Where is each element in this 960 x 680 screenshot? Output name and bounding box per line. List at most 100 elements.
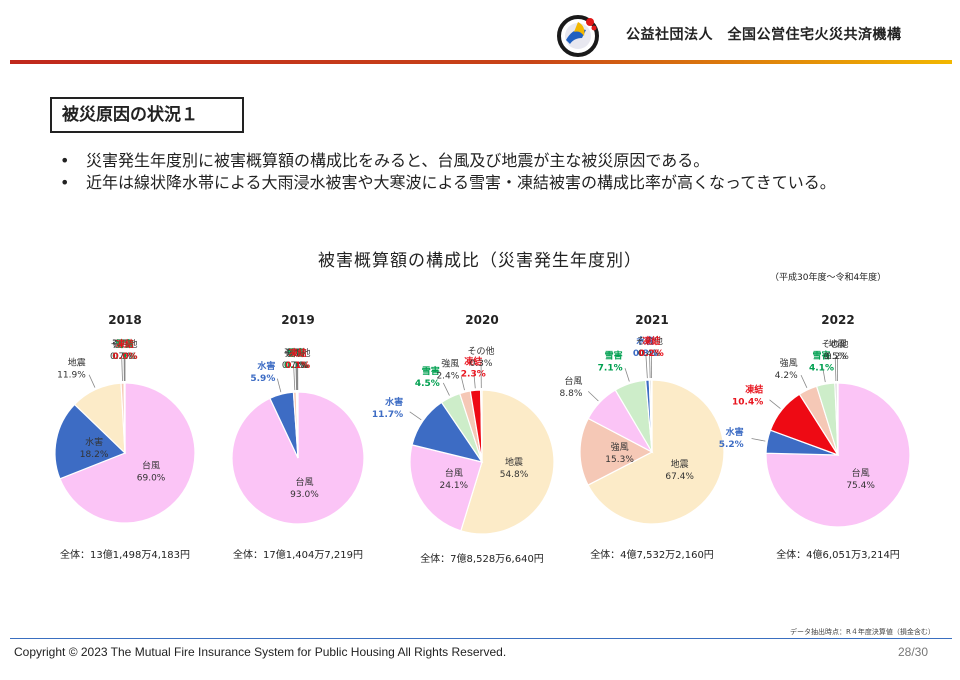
- slice-value-label: 4.5%: [415, 379, 440, 389]
- slide-title: 被災原因の状況１: [50, 97, 244, 133]
- slice-value-label: 0.1%: [284, 361, 307, 371]
- pie-slice: [836, 382, 839, 456]
- pie-slice: [54, 403, 127, 480]
- pie-slice: [650, 379, 653, 453]
- leader-line: [587, 391, 599, 402]
- pie-title: 2018: [108, 313, 141, 327]
- leader-line: [751, 438, 766, 442]
- slice-category-label: 水害: [257, 360, 275, 372]
- slice-category-label: 水害: [726, 426, 744, 438]
- slice-value-label: 8.8%: [560, 389, 583, 399]
- slice-category-label: 水害: [85, 436, 103, 448]
- pie-slice: [480, 389, 483, 463]
- pie-slice: [765, 382, 911, 528]
- slice-value-label: 54.8%: [500, 470, 529, 480]
- footer-rule: [10, 638, 952, 639]
- pie-total-label: 全体：4億7,532万2,160円: [590, 548, 714, 561]
- pie-chart-2019: 2019台風93.0%水害5.9%強風0.7%地震0.1%雪害0.1%その他0.…: [231, 313, 365, 561]
- pie-total-label: 全体：13億1,498万4,183円: [60, 548, 190, 561]
- slice-category-label: その他: [111, 338, 138, 350]
- slice-category-label: 水害: [385, 396, 403, 408]
- slice-value-label: 11.7%: [372, 410, 403, 420]
- pie-title: 2020: [465, 313, 498, 327]
- slice-value-label: 11.9%: [57, 371, 86, 381]
- slice-category-label: 強風: [441, 358, 459, 370]
- slice-value-label: 93.0%: [290, 490, 319, 500]
- leader-line: [460, 376, 465, 391]
- slice-category-label: 強風: [611, 441, 629, 453]
- pie-chart-2020: 2020 地震 54.8% 台風 24.1% 水害 11.7% 雪害 4.5%強風 2.4% 凍結 2…: [372, 313, 555, 565]
- pie-slice: [587, 379, 725, 525]
- pie-chart-2021: 2021 地震 67.4% 強風 15.3% 台風 8.8% 雪害 7.1% 水害 0.8% その他 0…: [560, 313, 725, 561]
- slice-category-label: 台風: [295, 476, 313, 488]
- bullet-mark: •: [60, 173, 70, 192]
- slice-category-label: その他: [821, 338, 848, 350]
- slice-value-label: 2.3%: [461, 369, 486, 379]
- leader-line: [834, 357, 837, 382]
- slice-value-label: 5.2%: [719, 440, 744, 450]
- pie-total-label: 全体：4億6,051万3,214円: [776, 548, 900, 561]
- leader-line: [293, 366, 296, 391]
- slice-category-label: 凍結: [642, 335, 660, 347]
- pie-title: 2021: [635, 313, 668, 327]
- slice-value-label: 15.3%: [605, 455, 634, 465]
- slice-value-label: 0.2%: [826, 352, 849, 362]
- leader-line: [800, 374, 808, 389]
- slice-value-label: 24.1%: [440, 481, 469, 491]
- leader-line: [88, 374, 96, 388]
- slice-category-label: その他: [636, 335, 663, 347]
- slice-value-label: 0.3%: [470, 359, 493, 369]
- slice-value-label: 0.1%: [113, 352, 136, 362]
- slice-category-label: その他: [467, 345, 494, 357]
- leader-line: [442, 382, 450, 396]
- pie-slice: [460, 389, 555, 535]
- slice-value-label: 67.4%: [665, 472, 694, 482]
- footer-copyright: Copyright © 2023 The Mutual Fire Insuran…: [14, 645, 507, 659]
- leader-line: [409, 411, 422, 421]
- slice-value-label: 0.0%: [113, 352, 138, 362]
- header-accent-bar: [10, 60, 952, 64]
- slice-category-label: 水害: [636, 335, 654, 347]
- chart-period-note: （平成30年度～令和4年度）: [770, 273, 887, 283]
- leader-line: [769, 399, 781, 409]
- slice-category-label: 台風: [564, 375, 582, 387]
- slice-value-label: 75.4%: [846, 481, 875, 491]
- pie-chart-2022: 2022 台風 75.4% 水害 5.2% 凍結 10.4% 強風 4.2% 雪害 4.1% その他 0…: [719, 313, 911, 561]
- slice-category-label: 雪害: [287, 347, 305, 359]
- slice-value-label: 0.7%: [110, 352, 133, 362]
- slice-value-label: 2.4%: [436, 372, 459, 382]
- slice-value-label: 7.1%: [598, 364, 623, 374]
- slice-category-label: 強風: [780, 357, 798, 369]
- bullet-mark: •: [60, 151, 70, 170]
- slice-value-label: 18.2%: [80, 450, 109, 460]
- data-source-note: データ抽出時点：R４年度決算値（損金含む）: [790, 628, 935, 636]
- slice-value-label: 0.8%: [633, 349, 658, 359]
- leader-line: [822, 368, 826, 383]
- organization-name: 公益社団法人 全国公営住宅火災共済機構: [626, 27, 902, 43]
- leader-line: [624, 368, 630, 382]
- organization-logo: [557, 15, 599, 57]
- slice-category-label: 雪害: [605, 350, 623, 362]
- bullet-item: • 災害発生年度別に被害概算額の構成比をみると、台風及び地震が主な被災原因である…: [60, 150, 880, 172]
- slice-category-label: 凍結: [116, 338, 134, 350]
- leader-line: [295, 366, 297, 391]
- pie-total-label: 全体：7億8,528万6,640円: [420, 552, 544, 565]
- bullet-item: • 近年は線状降水帯による大雨浸水被害や大寒波による雪害・凍結被害の構成比率が高…: [60, 172, 880, 194]
- slice-category-label: 雪害: [422, 365, 440, 377]
- slice-category-label: 雪害: [812, 349, 830, 361]
- slice-category-label: 雪害: [116, 338, 134, 350]
- bullet-text: 災害発生年度別に被害概算額の構成比をみると、台風及び地震が主な被災原因である。: [86, 151, 710, 170]
- slice-value-label: 69.0%: [137, 474, 166, 484]
- slice-value-label: 0.1%: [284, 361, 309, 371]
- slice-category-label: その他: [284, 347, 311, 359]
- slice-category-label: 台風: [852, 467, 870, 479]
- pie-slice: [59, 382, 196, 524]
- leader-line: [649, 354, 651, 379]
- slice-category-label: 凍結: [464, 355, 482, 367]
- slice-category-label: 地震: [68, 357, 86, 369]
- slice-value-label: 4.2%: [775, 371, 798, 381]
- leader-line: [645, 354, 648, 379]
- slice-category-label: 地震: [287, 347, 305, 359]
- slice-category-label: 地震: [828, 338, 846, 350]
- slice-category-label: 強風: [112, 338, 130, 350]
